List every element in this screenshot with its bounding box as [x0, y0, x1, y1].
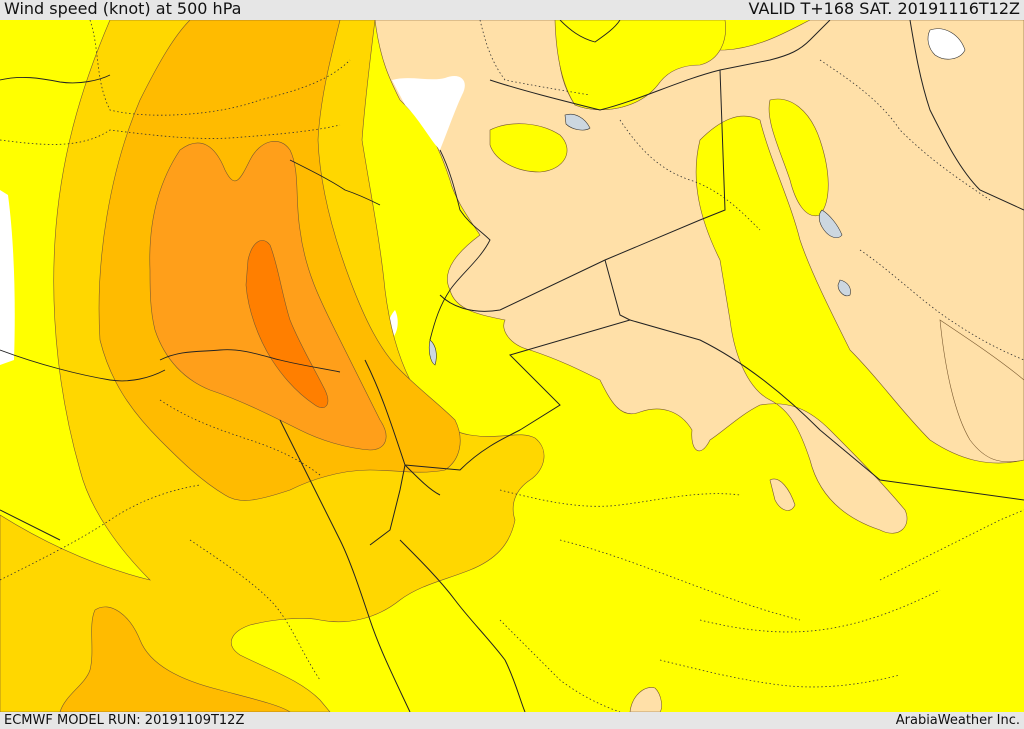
lake-northeast [927, 28, 966, 60]
valid-time: VALID T+168 SAT. 20191116T12Z [748, 0, 1020, 18]
lake-east [818, 209, 843, 239]
water-gap-west [0, 190, 15, 365]
dotted-boundaries [0, 20, 1024, 712]
map-header: Wind speed (knot) at 500 hPa VALID T+168… [0, 0, 1024, 20]
lake-coast [428, 339, 437, 366]
band-3-patch-south [59, 606, 291, 712]
wind-speed-map[interactable] [0, 20, 1024, 712]
calm-region-bottom [629, 687, 662, 712]
coastlines [0, 20, 621, 382]
credit-label: ArabiaWeather Inc. [895, 713, 1020, 728]
calm-region-east-edge [939, 319, 1024, 463]
band-1-patch-lake [489, 123, 568, 173]
country-borders [0, 20, 1024, 712]
lake-north [564, 113, 591, 131]
map-footer: ECMWF MODEL RUN: 20191109T12Z ArabiaWeat… [0, 712, 1024, 729]
map-title: Wind speed (knot) at 500 hPa [4, 0, 242, 18]
model-run-label: ECMWF MODEL RUN: 20191109T12Z [4, 713, 245, 728]
lake-south-east [837, 279, 851, 297]
water-gap-north [392, 75, 465, 150]
calm-region-south-strip [769, 478, 796, 511]
map-canvas [0, 20, 1024, 712]
band-1-patch-north [554, 20, 726, 110]
